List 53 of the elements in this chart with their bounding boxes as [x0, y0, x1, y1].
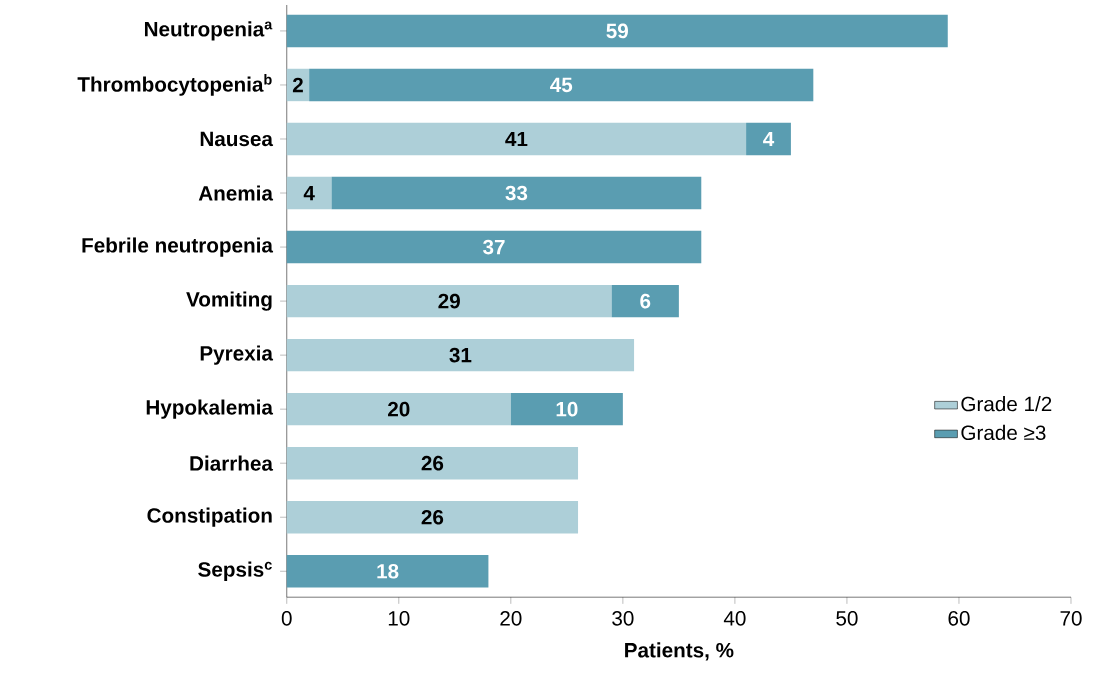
x-tick-label: 50: [836, 610, 858, 626]
bar: [286, 446, 579, 480]
data-label: 4: [763, 131, 775, 147]
data-label: 2: [292, 77, 303, 93]
bar: [309, 68, 814, 102]
bar: [286, 500, 579, 534]
bar: [286, 338, 635, 372]
y-tick-label: Neutropenia$^{a}$: [144, 21, 273, 41]
data-label: 29: [438, 293, 460, 309]
data-label: 26: [421, 509, 444, 525]
x-tick-label: 30: [612, 610, 634, 626]
data-label: 41: [505, 131, 528, 147]
bar: [286, 14, 948, 48]
data-label: 4: [303, 185, 315, 201]
y-tick-label: Diarrhea: [190, 455, 274, 471]
y-tick-label: Anemia: [198, 185, 274, 201]
y-tick-label: Pyrexia: [200, 345, 274, 365]
data-label: 26: [421, 455, 444, 471]
y-tick-label: Hypokalemia: [146, 399, 274, 419]
bar: [746, 122, 791, 156]
data-label: 10: [556, 401, 578, 417]
data-label: 31: [449, 347, 472, 363]
legend-label: Grade ≥3: [961, 424, 1046, 440]
y-tick-label: Sepsis$^{c}$: [198, 561, 272, 581]
data-label: 33: [505, 185, 528, 201]
x-tick-label: 40: [723, 610, 746, 626]
bar: [510, 392, 623, 426]
data-label: 37: [483, 239, 505, 255]
y-tick-label: Vomiting: [186, 291, 272, 311]
data-label: 59: [606, 23, 628, 39]
x-tick-label: 70: [1060, 610, 1082, 626]
bar: [331, 176, 702, 210]
bar: [286, 230, 702, 264]
bar: [286, 122, 747, 156]
y-tick-label: Thrombocytopenia$^{b}$: [77, 74, 272, 96]
bar: [286, 176, 332, 210]
bar: [286, 554, 489, 588]
data-label: 45: [550, 77, 573, 93]
x-axis-title: Patients, %: [625, 642, 734, 661]
data-label: 18: [377, 563, 399, 579]
data-label: 6: [640, 293, 651, 309]
y-tick-label: Constipation: [147, 507, 272, 527]
bar: [611, 284, 679, 318]
bar: [286, 284, 612, 318]
legend-label: Grade 1/2: [961, 396, 1052, 412]
x-tick-label: 10: [388, 610, 410, 626]
y-tick-label: Febrile neutropenia: [82, 237, 274, 257]
x-tick-label: 20: [500, 610, 522, 626]
x-tick-label: 0: [281, 610, 292, 626]
x-tick-label: 60: [948, 610, 970, 626]
data-label: 20: [388, 401, 410, 417]
y-tick-label: Nausea: [200, 131, 274, 147]
bar: [286, 392, 511, 426]
